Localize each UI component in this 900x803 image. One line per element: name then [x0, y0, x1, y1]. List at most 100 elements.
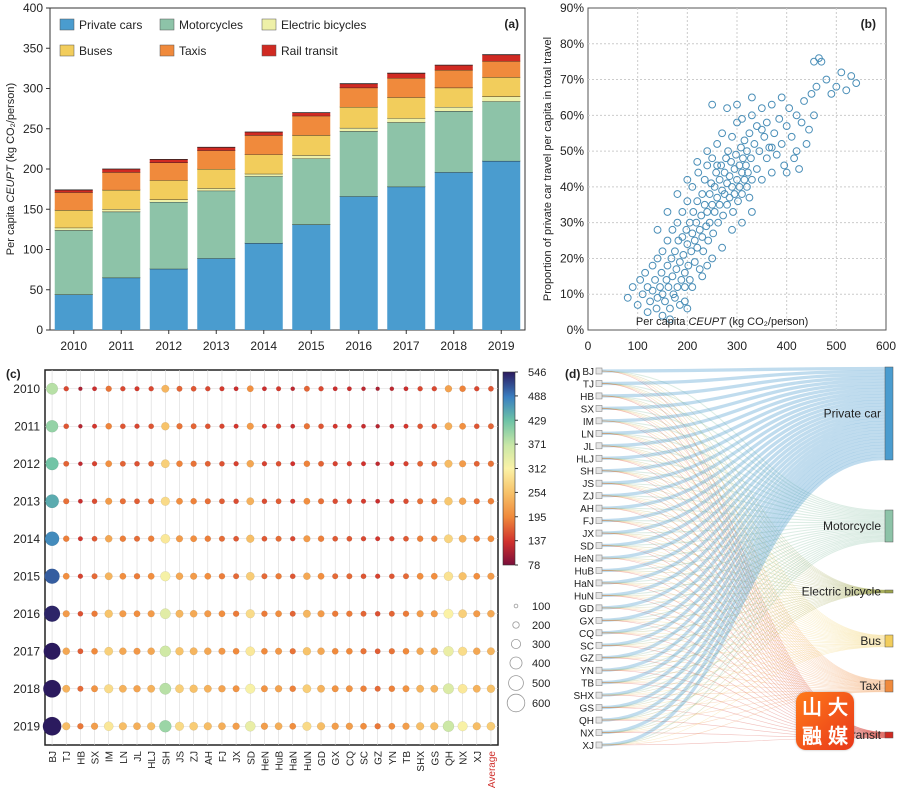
sankey-source-label: GD	[579, 604, 594, 615]
sankey-source-label: GS	[580, 704, 595, 715]
scatter-point	[827, 89, 836, 98]
scatter-point	[732, 150, 740, 159]
bubble	[91, 685, 99, 693]
row-label: 2018	[13, 682, 40, 696]
bubble	[159, 682, 172, 695]
bubble	[303, 385, 310, 392]
scatter-point	[679, 250, 688, 259]
scatter-point	[675, 301, 684, 309]
bubble	[346, 423, 352, 429]
column-label: SHX	[416, 751, 427, 772]
bubble	[389, 536, 395, 542]
bar-segment	[102, 277, 141, 330]
sankey-flow	[600, 532, 886, 592]
bubble	[245, 609, 255, 619]
bubble	[91, 535, 98, 542]
scatter-point	[738, 168, 746, 177]
bubble	[346, 535, 353, 542]
bubble	[403, 498, 409, 505]
sankey-flow	[600, 591, 886, 646]
scatter-point	[747, 154, 755, 163]
sankey-flow	[600, 632, 886, 689]
bubble	[302, 684, 312, 694]
bubble	[148, 460, 155, 467]
sankey-flow	[600, 557, 886, 592]
bubble	[204, 610, 212, 618]
bubble	[443, 608, 454, 619]
scatter-point	[698, 233, 707, 241]
bubble	[104, 534, 113, 543]
y-tick-label: 150	[23, 202, 43, 216]
scatter-point	[664, 283, 673, 291]
sankey-flow	[600, 591, 886, 621]
scatter-point	[672, 265, 681, 274]
bubble	[233, 498, 239, 505]
bubble	[218, 610, 226, 618]
bubble	[246, 385, 254, 393]
scatter-point	[757, 175, 766, 184]
bubble	[303, 572, 311, 581]
bubble	[78, 386, 83, 391]
scatter-point	[760, 132, 769, 141]
x-tick-label: 2017	[393, 339, 420, 353]
column-label: GS	[430, 751, 441, 766]
scatter-point	[730, 190, 739, 198]
bubble	[275, 386, 282, 392]
sankey-target-node	[884, 731, 894, 739]
sankey-source-node	[595, 554, 603, 562]
scatter-point	[699, 247, 708, 256]
scatter-point	[683, 304, 692, 313]
column-label: SX	[91, 751, 102, 765]
sankey-flow	[600, 582, 886, 643]
bubble	[190, 497, 197, 505]
bubble	[417, 498, 424, 505]
sankey-flow	[600, 420, 886, 516]
bubble	[246, 534, 255, 543]
sankey-source-label: TJ	[583, 379, 594, 390]
bubble	[289, 536, 296, 542]
sankey-flow	[600, 592, 886, 721]
sankey-flow	[600, 453, 886, 735]
bar-segment	[54, 189, 93, 193]
sankey-source-label: GX	[580, 616, 595, 627]
sankey-flow	[600, 402, 886, 523]
sankey-flow	[600, 420, 886, 638]
bubble	[90, 722, 99, 730]
bar-segment	[54, 227, 93, 231]
bubble	[46, 382, 59, 395]
bubble	[332, 423, 338, 429]
bubble	[119, 460, 126, 467]
sankey-flow	[600, 644, 886, 696]
bubble	[458, 609, 468, 619]
scatter-point	[837, 68, 846, 77]
bubble	[487, 535, 495, 543]
sankey-source-label: SHX	[573, 691, 594, 702]
sankey-source-label: GZ	[580, 654, 594, 665]
bubble	[303, 460, 311, 468]
bubble	[487, 609, 495, 618]
sankey-source-label: BJ	[582, 367, 594, 378]
scatter-point	[648, 286, 657, 295]
sankey-flow	[600, 537, 886, 709]
scatter-point	[822, 75, 831, 84]
bubble	[346, 610, 353, 617]
sankey-flow	[600, 592, 886, 746]
sankey-flow	[600, 570, 886, 642]
bubble	[486, 721, 496, 731]
bar-segment	[102, 169, 141, 173]
column-label: QH	[444, 751, 455, 766]
bubble	[42, 716, 62, 736]
bar-segment	[197, 258, 236, 330]
bar-segment	[434, 107, 473, 112]
scatter-point	[767, 143, 776, 152]
bubble	[375, 386, 380, 391]
bubble	[175, 572, 184, 581]
bubble	[104, 684, 114, 694]
bubble	[218, 498, 225, 505]
bubble	[261, 498, 268, 505]
scatter-point	[734, 197, 742, 206]
sankey-flow	[600, 607, 886, 688]
bubble	[430, 572, 438, 580]
bubble	[218, 647, 226, 655]
